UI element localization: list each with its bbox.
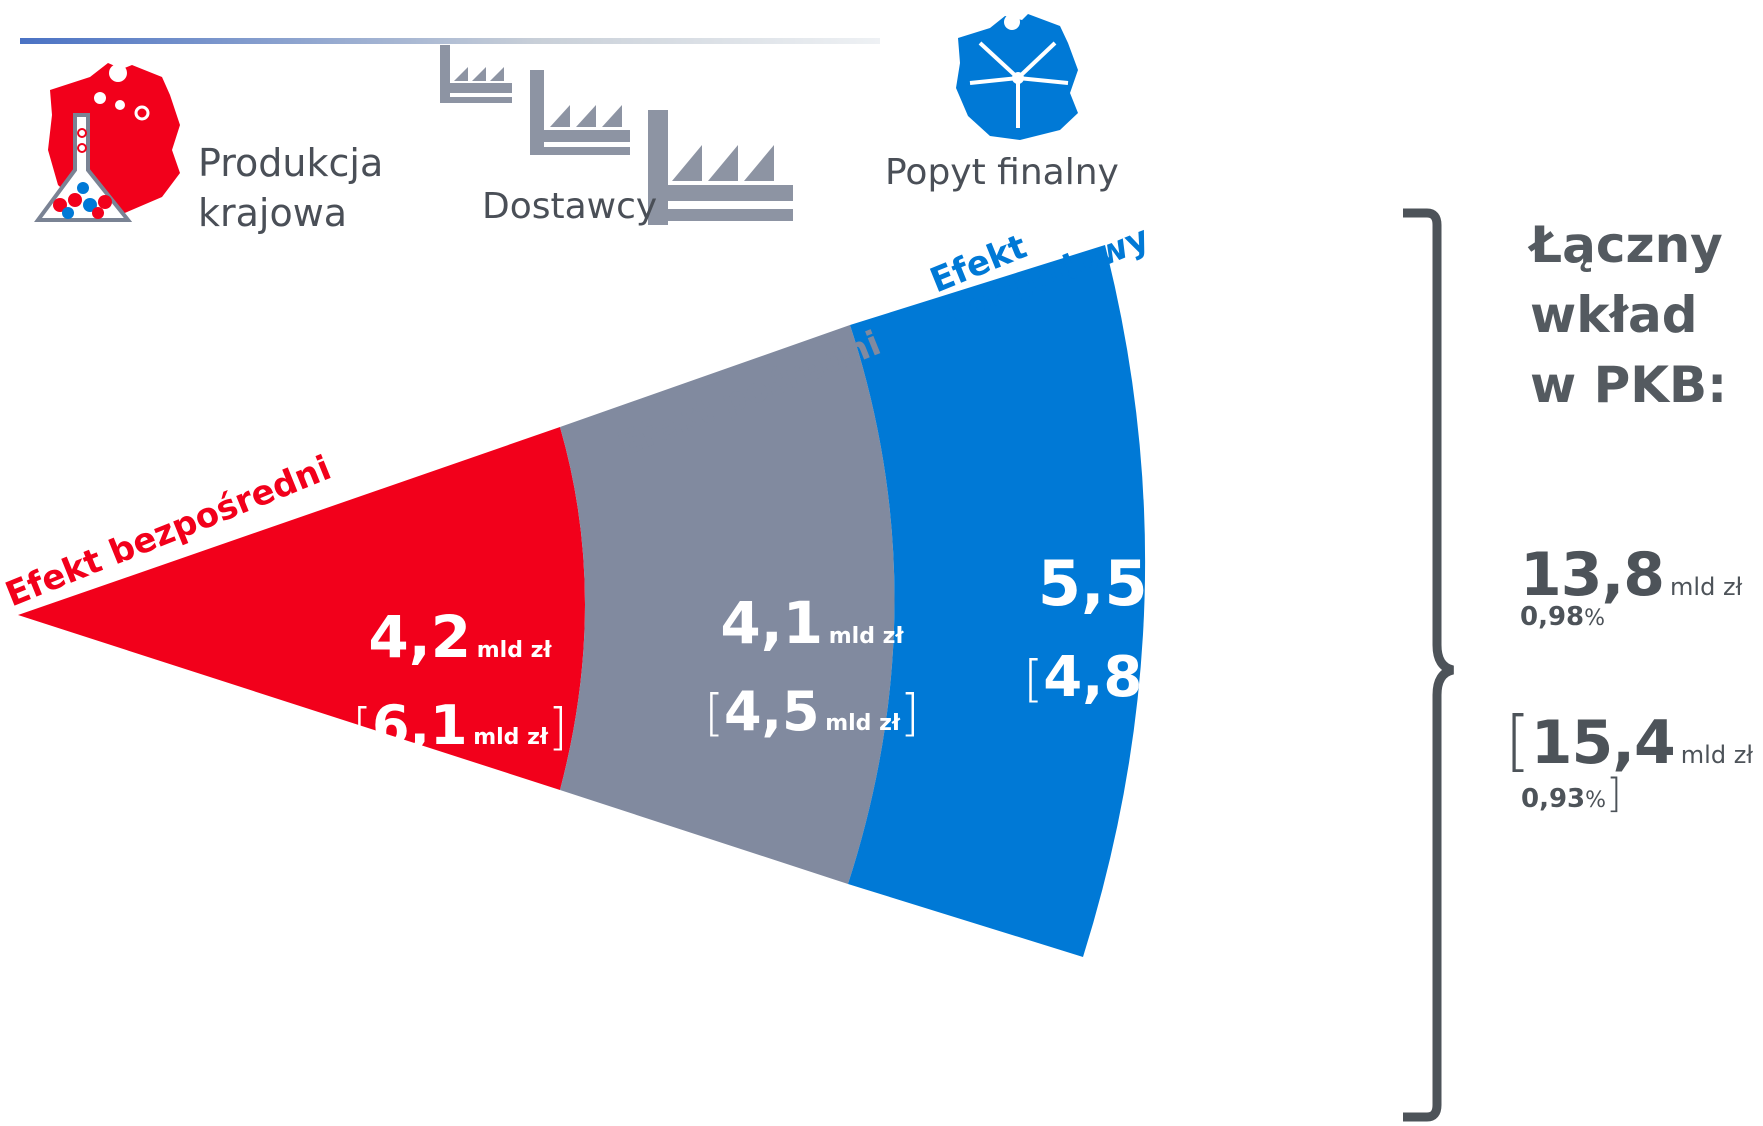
- total-unit: mld zł: [1670, 573, 1743, 601]
- header-rule: [20, 38, 880, 44]
- legend-domestic: Produkcja krajowa: [198, 138, 383, 238]
- indirect-unit: mld zł: [828, 624, 904, 649]
- indirect-alt-value: 4,5: [723, 680, 820, 743]
- poland-map-flask-icon: [34, 63, 180, 222]
- total-title: Łączny wkład w PKB:: [1530, 210, 1760, 420]
- total-share-value: 0,98: [1520, 602, 1585, 632]
- total-alt-share-value: 0,93: [1521, 784, 1586, 814]
- direct-value: 4,2: [368, 603, 472, 671]
- total-share-pct: %: [1584, 606, 1606, 631]
- segment-value-direct: 4,2 mld zł [6,1 mld zł]: [352, 603, 568, 757]
- induced-unit: mld zł: [1153, 586, 1229, 611]
- direct-unit: mld zł: [476, 638, 552, 663]
- total-title-line1: Łączny: [1530, 216, 1723, 274]
- direct-alt-unit: mld zł: [473, 725, 549, 750]
- total-title-line3: w PKB:: [1530, 356, 1728, 414]
- induced-value: 5,5: [1037, 547, 1148, 620]
- total-alt-value: 15,4: [1530, 708, 1676, 778]
- segment-direct: [18, 427, 585, 790]
- legend-suppliers: Dostawcy: [482, 186, 658, 227]
- indirect-alt-unit: mld zł: [825, 711, 901, 736]
- legend-domestic-line1: Produkcja: [198, 141, 384, 185]
- legend-final-demand: Popyt finalny: [885, 152, 1119, 193]
- segment-value-indirect: 4,1 mld zł [4,5 mld zł]: [704, 589, 920, 743]
- total-alt-share: 0,93%]: [1521, 771, 1763, 817]
- total-value: 13,8: [1520, 540, 1665, 610]
- induced-alt-value: 4,8: [1043, 645, 1143, 710]
- total-brace: [1403, 208, 1455, 1122]
- total-main: 13,8 mld zł 0,98%: [1520, 540, 1742, 632]
- total-alt-close-bracket: ]: [1606, 771, 1622, 817]
- total-alt: [15,4 mld zł 0,93%]: [1505, 702, 1763, 817]
- total-alt-open-bracket: [: [1505, 702, 1531, 779]
- total-title-line2: wkład: [1530, 286, 1698, 344]
- direct-alt-value: 6,1: [371, 694, 468, 757]
- total-share: 0,98%: [1520, 602, 1742, 632]
- indirect-value: 4,1: [720, 589, 824, 657]
- segment-value-induced: 5,5 mld zł [4,8 mld zł]: [1023, 547, 1243, 710]
- poland-map-arrows-icon: [956, 14, 1078, 140]
- segment-induced: [848, 245, 1146, 957]
- legend-domestic-line2: krajowa: [198, 191, 348, 235]
- total-alt-share-pct: %: [1585, 788, 1607, 813]
- total-alt-unit: mld zł: [1680, 741, 1754, 769]
- segment-indirect: [560, 325, 895, 884]
- induced-alt-unit: mld zł: [1147, 677, 1223, 702]
- factory-icon: [440, 45, 793, 225]
